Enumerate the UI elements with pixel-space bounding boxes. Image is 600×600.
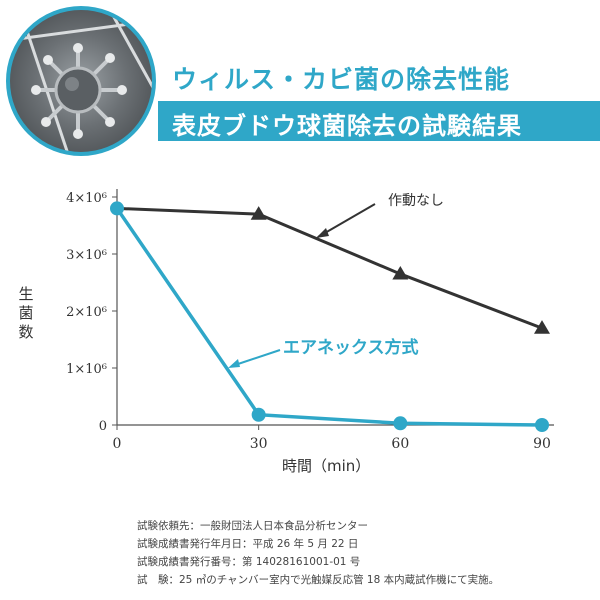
page-title: ウィルス・カビ菌の除去性能 <box>172 65 511 94</box>
series-label-no-operation: 作動なし <box>388 193 444 209</box>
virus-microscope-photo <box>6 6 156 156</box>
annotation-leader <box>317 203 376 238</box>
y-tick-label: 3×10⁶ <box>66 248 107 263</box>
y-axis-label: 生菌数 <box>18 285 34 341</box>
subtitle-bar <box>158 101 600 141</box>
page-subtitle: 表皮ブドウ球菌除去の試験結果 <box>172 111 522 140</box>
x-axis-label: 時間（min） <box>282 457 371 475</box>
data-point <box>250 206 267 220</box>
note-line: 試 験：25 ㎥のチャンバー室内で光触媒反応管 18 本内蔵試作機にて実施。 <box>137 574 500 586</box>
data-point <box>535 418 549 432</box>
data-point <box>393 416 408 431</box>
annotation-arrowhead <box>316 228 329 238</box>
data-point <box>251 407 266 422</box>
data-point <box>534 320 550 334</box>
x-tick-label: 90 <box>533 436 551 452</box>
header: ウィルス・カビ菌の除去性能 表皮ブドウ球菌除去の試験結果 <box>0 0 600 160</box>
note-line: 試験成績書発行年月日：平成 26 年 5 月 22 日 <box>137 538 359 550</box>
x-tick-label: 30 <box>250 436 268 452</box>
series-line <box>115 207 543 427</box>
annotation-leader <box>231 349 281 367</box>
x-tick-label: 60 <box>391 436 409 452</box>
y-tick-label: 4×10⁶ <box>66 191 107 206</box>
note-line: 試験成績書発行番号：第 14028161001-01 号 <box>137 556 361 568</box>
note-line: 試験依頼先：一般財団法人日本食品分析センター <box>137 520 368 532</box>
annotation-arrowhead <box>228 359 240 368</box>
data-point <box>392 265 409 280</box>
y-tick-label: 2×10⁶ <box>66 305 107 320</box>
test-notes: 試験依頼先：一般財団法人日本食品分析センター 試験成績書発行年月日：平成 26 … <box>137 517 499 589</box>
y-tick-label: 0 <box>99 419 107 434</box>
data-point <box>110 201 124 216</box>
series-line <box>116 206 543 330</box>
y-tick-label: 1×10⁶ <box>66 362 107 377</box>
x-tick-label: 0 <box>113 436 122 452</box>
series-label-airnex: エアネックス方式 <box>283 337 419 358</box>
virus-icon <box>10 10 152 152</box>
